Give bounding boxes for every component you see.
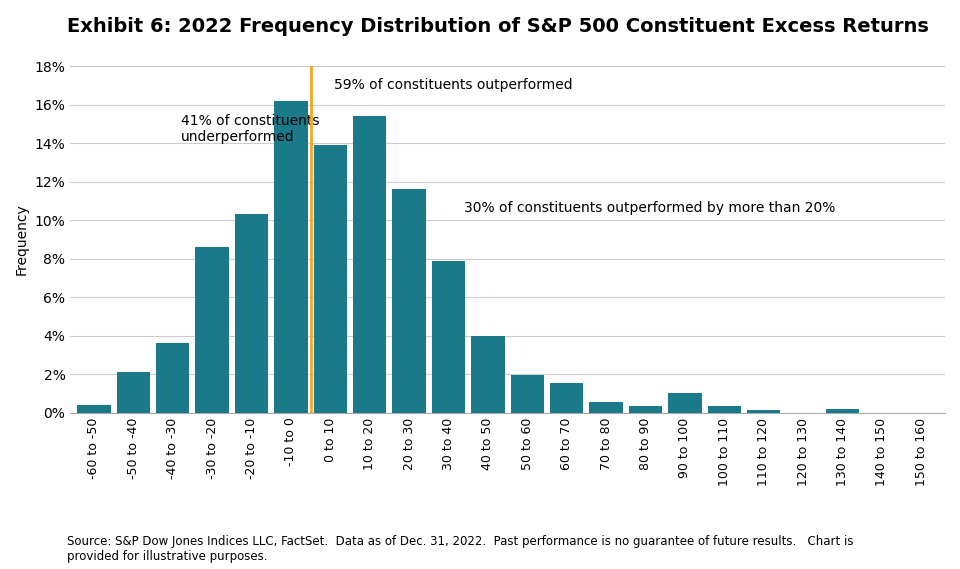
Bar — [668, 394, 702, 413]
Bar — [589, 402, 623, 413]
Bar — [826, 409, 859, 413]
Bar — [196, 247, 228, 413]
Y-axis label: Frequency: Frequency — [15, 204, 29, 275]
Bar — [629, 406, 662, 413]
Bar — [550, 383, 584, 413]
Bar — [471, 336, 505, 413]
Bar — [432, 261, 466, 413]
Bar — [314, 145, 348, 413]
Text: 41% of constituents
underperformed: 41% of constituents underperformed — [180, 114, 319, 145]
Bar — [708, 406, 741, 413]
Bar — [275, 101, 308, 413]
Bar — [747, 410, 780, 413]
Text: 59% of constituents outperformed: 59% of constituents outperformed — [334, 77, 573, 92]
Bar — [235, 215, 268, 413]
Bar — [116, 372, 150, 413]
Bar — [156, 343, 189, 413]
Text: 30% of constituents outperformed by more than 20%: 30% of constituents outperformed by more… — [465, 201, 835, 215]
Bar — [393, 189, 426, 413]
Bar — [77, 405, 110, 413]
Text: Exhibit 6: 2022 Frequency Distribution of S&P 500 Constituent Excess Returns: Exhibit 6: 2022 Frequency Distribution o… — [67, 17, 929, 36]
Bar — [511, 375, 544, 413]
Text: Source: S&P Dow Jones Indices LLC, FactSet.  Data as of Dec. 31, 2022.  Past per: Source: S&P Dow Jones Indices LLC, FactS… — [67, 535, 853, 563]
Bar — [353, 116, 387, 413]
